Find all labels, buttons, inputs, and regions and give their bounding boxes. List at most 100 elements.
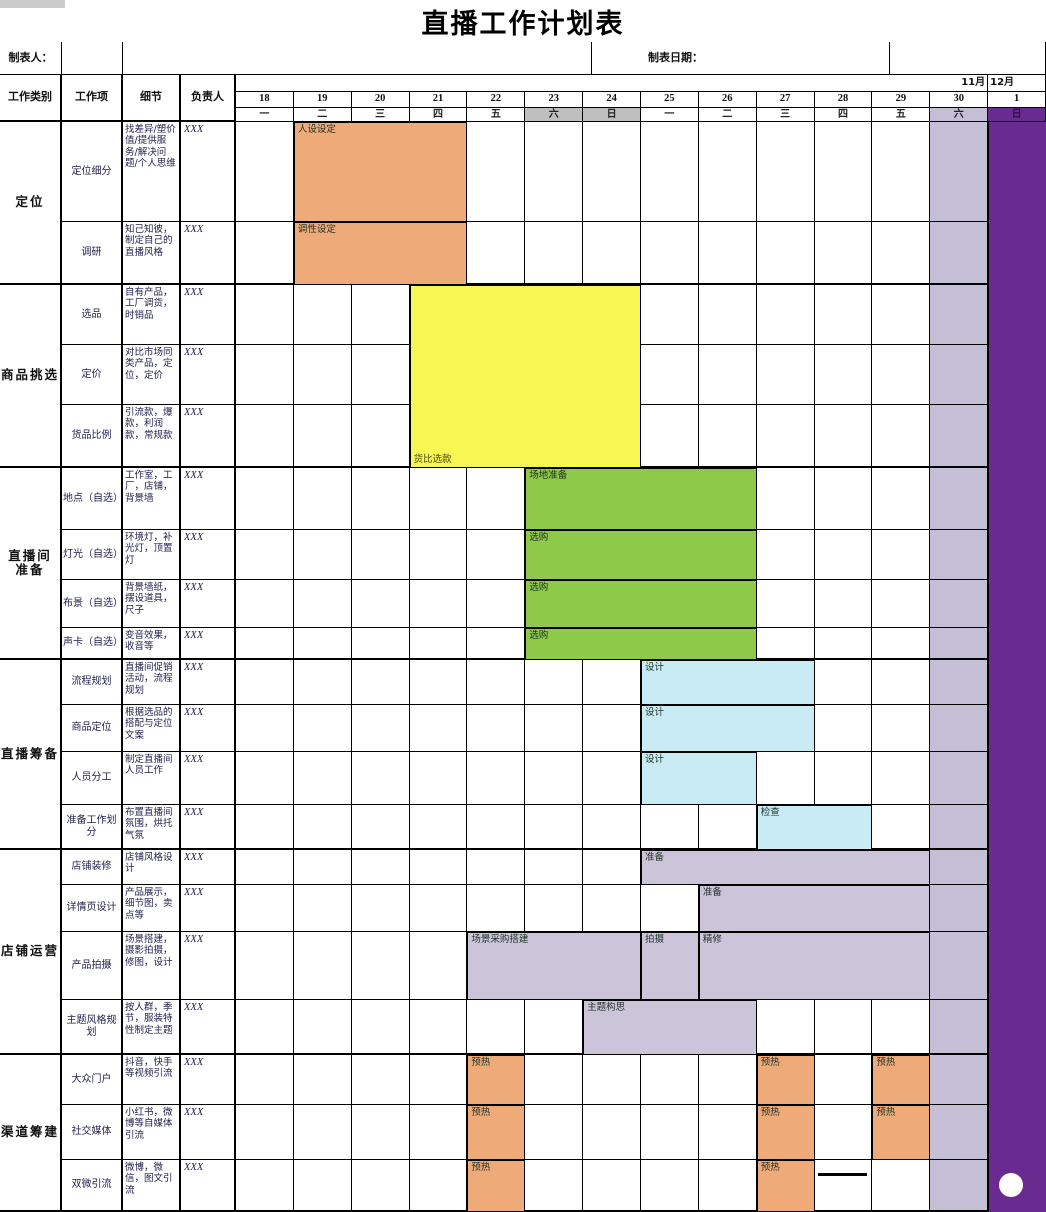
day-cell[interactable] xyxy=(525,1055,584,1105)
day-cell[interactable] xyxy=(293,660,352,705)
day-cell[interactable] xyxy=(756,405,815,468)
day-cell[interactable] xyxy=(409,850,468,885)
day-cell[interactable] xyxy=(814,1160,873,1212)
work-item-cell[interactable]: 选品 xyxy=(62,285,123,345)
day-cell[interactable] xyxy=(872,580,931,628)
owner-cell[interactable]: XXX xyxy=(181,1105,236,1160)
day-cell[interactable] xyxy=(583,752,641,805)
task-bar[interactable]: 场景采购搭建 xyxy=(467,932,641,1000)
day-cell[interactable] xyxy=(409,468,468,530)
day-cell[interactable] xyxy=(351,805,410,850)
day-cell[interactable] xyxy=(236,530,294,580)
owner-cell[interactable]: XXX xyxy=(181,530,236,580)
day-cell[interactable] xyxy=(930,932,989,1000)
work-item-cell[interactable]: 定价 xyxy=(62,345,123,405)
day-cell[interactable] xyxy=(236,405,294,468)
day-cell[interactable] xyxy=(930,1055,989,1105)
task-bar[interactable]: 选购 xyxy=(525,530,757,580)
day-cell[interactable] xyxy=(525,705,584,752)
work-item-cell[interactable]: 布景（自选） xyxy=(62,580,123,628)
day-cell[interactable] xyxy=(814,628,873,660)
detail-cell[interactable]: 对比市场同类产品，定位，定价 xyxy=(123,345,181,405)
day-cell[interactable] xyxy=(698,405,757,468)
day-cell[interactable] xyxy=(756,752,815,805)
day-cell[interactable] xyxy=(467,660,526,705)
task-bar[interactable]: 货比选款 xyxy=(409,285,641,468)
day-cell[interactable] xyxy=(698,345,757,405)
task-bar[interactable]: 选购 xyxy=(525,580,757,628)
day-cell[interactable] xyxy=(814,405,873,468)
work-item-cell[interactable]: 商品定位 xyxy=(62,705,123,752)
day-cell[interactable] xyxy=(409,628,468,660)
work-item-cell[interactable]: 店铺装修 xyxy=(62,850,123,885)
day-cell[interactable] xyxy=(467,752,526,805)
day-cell[interactable] xyxy=(236,1105,294,1160)
day-cell[interactable] xyxy=(409,1055,468,1105)
task-bar[interactable]: 主题构思 xyxy=(583,1000,757,1055)
detail-cell[interactable]: 知己知彼，制定自己的直播风格 xyxy=(123,222,181,285)
day-cell[interactable] xyxy=(583,1055,641,1105)
day-cell[interactable] xyxy=(930,1105,989,1160)
day-cell[interactable] xyxy=(351,628,410,660)
day-cell[interactable] xyxy=(236,1000,294,1055)
day-cell[interactable] xyxy=(467,1000,526,1055)
detail-cell[interactable]: 产品展示，细节图，卖点等 xyxy=(123,885,181,932)
detail-cell[interactable]: 微博，微信，图文引流 xyxy=(123,1160,181,1212)
owner-cell[interactable]: XXX xyxy=(181,705,236,752)
day-cell[interactable] xyxy=(351,580,410,628)
day-cell[interactable] xyxy=(698,805,757,850)
task-bar[interactable]: 检查 xyxy=(756,805,873,850)
category-cell[interactable]: 直播筹备 xyxy=(0,660,62,850)
day-cell[interactable] xyxy=(583,805,641,850)
owner-cell[interactable]: XXX xyxy=(181,1055,236,1105)
owner-cell[interactable]: XXX xyxy=(181,752,236,805)
work-item-cell[interactable]: 人员分工 xyxy=(62,752,123,805)
day-cell[interactable] xyxy=(930,885,989,932)
day-cell[interactable] xyxy=(525,1160,584,1212)
work-item-cell[interactable]: 灯光（自选） xyxy=(62,530,123,580)
work-item-cell[interactable]: 流程规划 xyxy=(62,660,123,705)
day-cell[interactable] xyxy=(756,1000,815,1055)
day-cell[interactable] xyxy=(814,580,873,628)
owner-cell[interactable]: XXX xyxy=(181,660,236,705)
day-cell[interactable] xyxy=(583,222,641,285)
day-cell[interactable] xyxy=(351,1160,410,1212)
day-cell[interactable] xyxy=(525,660,584,705)
day-cell[interactable] xyxy=(293,1105,352,1160)
day-cell[interactable] xyxy=(351,405,410,468)
day-cell[interactable] xyxy=(641,222,699,285)
owner-cell[interactable]: XXX xyxy=(181,850,236,885)
day-cell[interactable] xyxy=(872,660,931,705)
day-cell[interactable] xyxy=(756,222,815,285)
day-cell[interactable] xyxy=(756,345,815,405)
day-cell[interactable] xyxy=(930,752,989,805)
day-cell[interactable] xyxy=(293,628,352,660)
day-cell[interactable] xyxy=(698,1160,757,1212)
task-bar[interactable]: 预热 xyxy=(467,1105,526,1160)
day-cell[interactable] xyxy=(525,1000,584,1055)
detail-cell[interactable]: 抖音，快手等视频引流 xyxy=(123,1055,181,1105)
owner-cell[interactable]: XXX xyxy=(181,122,236,222)
day-cell[interactable] xyxy=(756,628,815,660)
day-cell[interactable] xyxy=(293,705,352,752)
owner-cell[interactable]: XXX xyxy=(181,222,236,285)
task-bar[interactable]: 预热 xyxy=(467,1055,526,1105)
work-item-cell[interactable]: 地点（自选） xyxy=(62,468,123,530)
day-cell[interactable] xyxy=(698,285,757,345)
day-cell[interactable] xyxy=(814,468,873,530)
day-cell[interactable] xyxy=(293,1055,352,1105)
work-item-cell[interactable]: 准备工作划分 xyxy=(62,805,123,850)
day-cell[interactable] xyxy=(872,1160,931,1212)
day-cell[interactable] xyxy=(525,122,584,222)
day-cell[interactable] xyxy=(756,122,815,222)
day-cell[interactable] xyxy=(351,530,410,580)
day-cell[interactable] xyxy=(293,405,352,468)
owner-cell[interactable]: XXX xyxy=(181,405,236,468)
day-cell[interactable] xyxy=(814,285,873,345)
day-cell[interactable] xyxy=(467,468,526,530)
day-cell[interactable] xyxy=(236,752,294,805)
owner-cell[interactable]: XXX xyxy=(181,1160,236,1212)
day-cell[interactable] xyxy=(930,285,989,345)
meta-spacer-cell[interactable] xyxy=(123,42,592,75)
day-cell[interactable] xyxy=(930,1160,989,1212)
